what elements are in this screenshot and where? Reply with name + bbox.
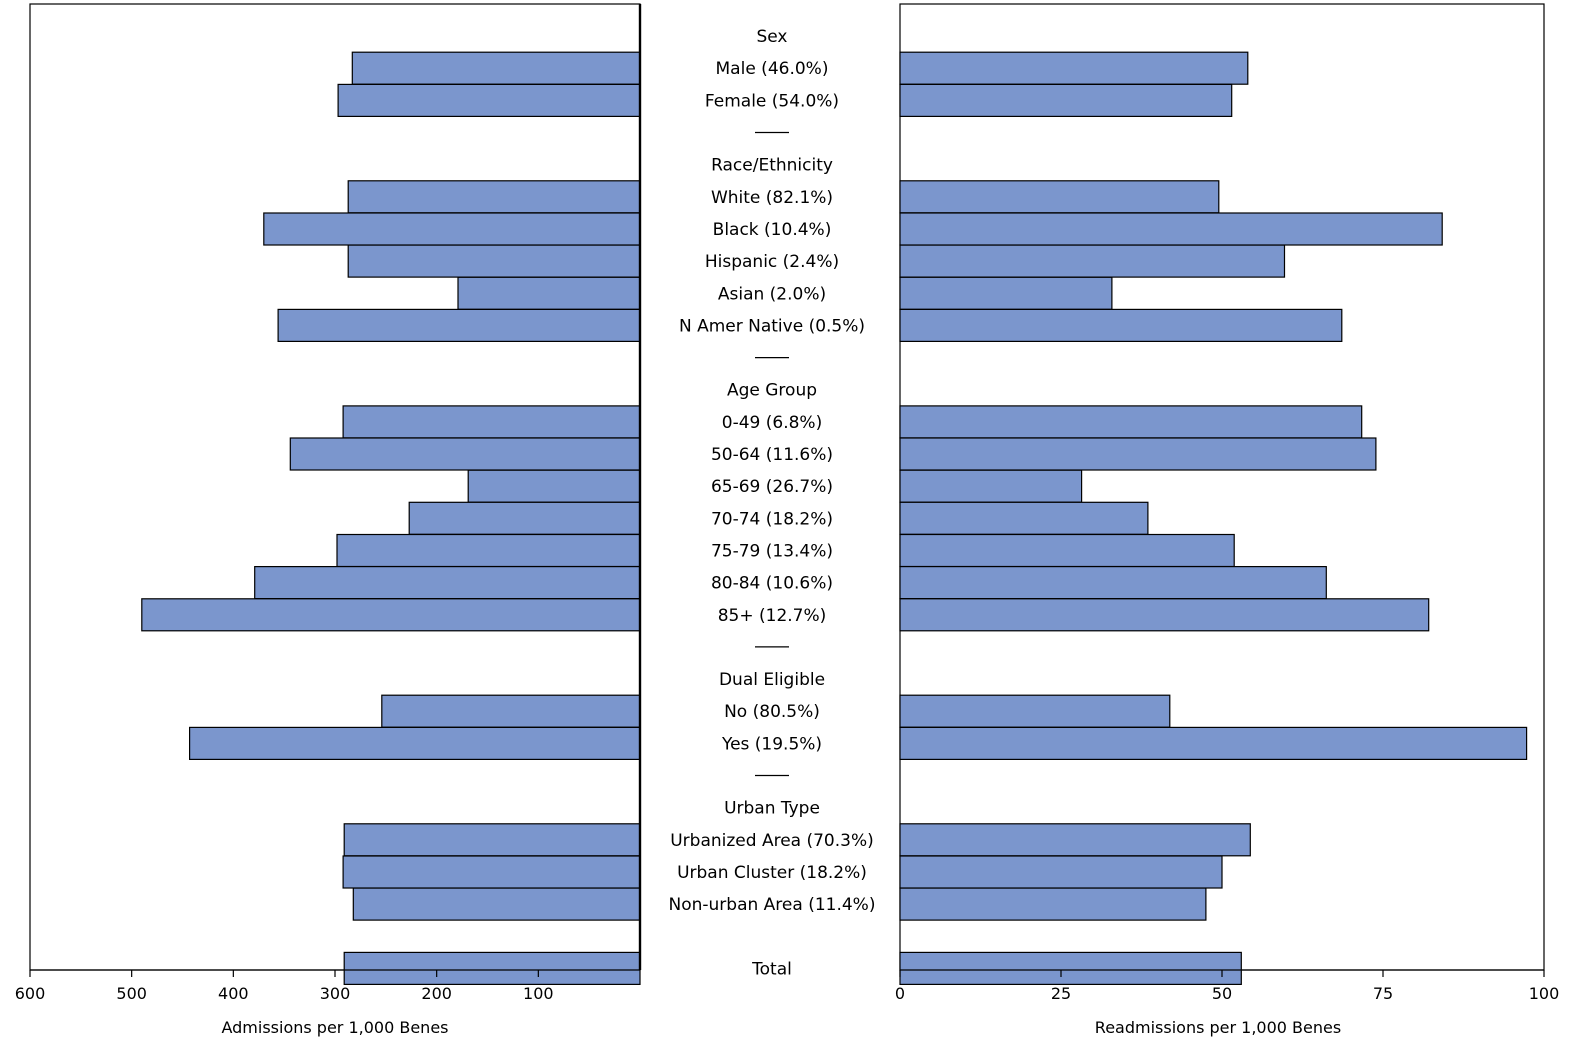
left-bar	[467, 469, 641, 503]
left-bar	[347, 180, 641, 214]
left-bar	[342, 855, 641, 889]
category-label: White (82.1%)	[711, 188, 833, 208]
left-tick-label: 400	[218, 984, 249, 1003]
right-x-axis: 0 25 50 75 100	[895, 969, 1560, 1003]
left-tick-label: 100	[523, 984, 554, 1003]
left-tick-label: 200	[421, 984, 452, 1003]
left-bar	[408, 501, 641, 535]
group-header: Dual Eligible	[719, 670, 825, 690]
right-bar	[899, 276, 1113, 310]
right-bar	[899, 951, 1242, 986]
category-label: Male (46.0%)	[716, 59, 829, 79]
left-bar	[347, 244, 641, 278]
right-bar	[899, 533, 1235, 568]
category-label: Urbanized Area (70.3%)	[670, 831, 874, 851]
right-bar	[899, 565, 1327, 600]
left-bar	[457, 276, 641, 310]
category-label: Non-urban Area (11.4%)	[669, 895, 876, 915]
left-bar	[141, 598, 641, 632]
row-labels: Sex Male (46.0%) Female (54.0%) Race/Ethnic…	[669, 27, 876, 979]
right-bars	[899, 51, 1528, 986]
left-panel-admissions: 600 500 400 300 200 100 Admissions per 1,000 …	[15, 3, 642, 1037]
right-bar	[899, 51, 1249, 85]
right-bar	[899, 469, 1083, 503]
right-bar	[899, 180, 1220, 214]
category-label: No (80.5%)	[724, 702, 820, 722]
left-x-axis-title: Admissions per 1,000 Benes	[221, 1018, 448, 1037]
right-bar	[899, 244, 1286, 278]
right-bar	[899, 823, 1251, 857]
category-label: Yes (19.5%)	[721, 734, 822, 754]
left-bars	[141, 51, 641, 986]
left-bar	[336, 533, 641, 568]
left-bar	[342, 405, 641, 439]
right-tick-label: 75	[1373, 984, 1393, 1003]
left-bar	[263, 212, 641, 246]
left-tick-label: 500	[116, 984, 147, 1003]
right-tick-label: 50	[1212, 984, 1232, 1003]
right-tick-label: 100	[1529, 984, 1560, 1003]
category-label: 70-74 (18.2%)	[711, 509, 833, 529]
right-bar	[899, 694, 1171, 728]
right-tick-label: 0	[895, 984, 905, 1003]
category-label: Asian (2.0%)	[718, 284, 826, 304]
right-bar	[899, 437, 1377, 471]
right-panel-readmissions: 0 25 50 75 100 Readmissions per 1,000 Benes	[895, 3, 1560, 1037]
right-tick-label: 25	[1051, 984, 1071, 1003]
left-bar	[381, 694, 641, 728]
right-bar	[899, 598, 1430, 632]
right-x-axis-title: Readmissions per 1,000 Benes	[1095, 1018, 1341, 1037]
left-bar	[289, 437, 641, 471]
left-bar	[254, 565, 641, 600]
group-header: Sex	[756, 27, 787, 47]
left-tick-label: 600	[15, 984, 46, 1003]
right-bar	[899, 212, 1443, 246]
right-bar	[899, 726, 1528, 761]
category-label: 65-69 (26.7%)	[711, 477, 833, 497]
category-label: Urban Cluster (18.2%)	[677, 863, 867, 883]
right-bar	[899, 83, 1233, 118]
category-label: Total	[751, 959, 792, 979]
category-label: Female (54.0%)	[705, 91, 839, 111]
right-bar	[899, 887, 1207, 921]
category-label: Hispanic (2.4%)	[705, 252, 839, 272]
right-bar	[899, 855, 1223, 889]
left-x-axis: 600 500 400 300 200 100	[15, 969, 640, 1003]
left-bar	[343, 951, 641, 986]
left-bar	[277, 308, 641, 342]
category-label: 80-84 (10.6%)	[711, 574, 833, 594]
group-header: Urban Type	[724, 799, 820, 819]
category-label: 75-79 (13.4%)	[711, 542, 833, 562]
right-bar	[899, 405, 1363, 439]
right-bar	[899, 308, 1343, 342]
left-bar	[343, 823, 641, 857]
left-bar	[351, 51, 641, 85]
category-label: 85+ (12.7%)	[718, 606, 827, 626]
left-bar	[189, 726, 641, 761]
left-tick-label: 300	[320, 984, 351, 1003]
left-bar	[352, 887, 641, 921]
category-label: Black (10.4%)	[713, 220, 832, 240]
right-bar	[899, 501, 1149, 535]
category-label: 50-64 (11.6%)	[711, 445, 833, 465]
category-label: N Amer Native (0.5%)	[679, 316, 865, 336]
group-header: Age Group	[727, 381, 817, 401]
left-bar	[337, 83, 641, 118]
group-header: Race/Ethnicity	[711, 156, 833, 176]
category-label: 0-49 (6.8%)	[722, 413, 822, 433]
